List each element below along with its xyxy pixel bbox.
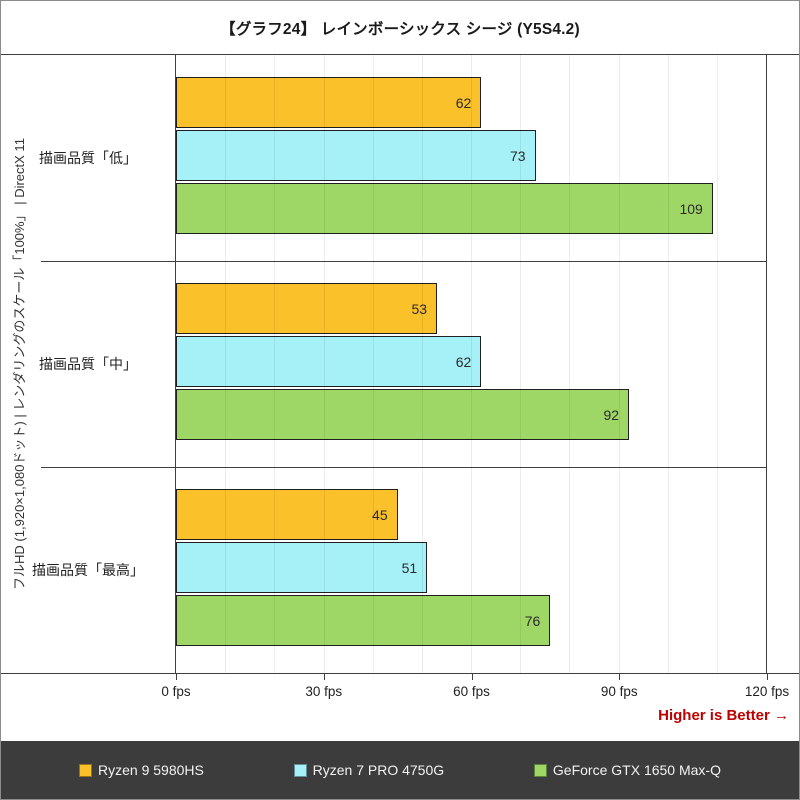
x-tick-label: 120 fps: [744, 684, 790, 699]
bar: 45: [176, 489, 398, 540]
bars-container: 53 62 92: [176, 283, 767, 440]
bars-container: 45 51 76: [176, 489, 767, 646]
legend-label: GeForce GTX 1650 Max-Q: [552, 762, 721, 778]
bar: 53: [176, 283, 438, 334]
legend-label: Ryzen 9 5980HS: [98, 762, 204, 778]
x-tick-label: 30 fps: [305, 684, 343, 699]
y-axis-line: [175, 55, 176, 673]
plot-region: 描画品質「低」 62 73 109 描画品質「中」 53 62 92 描画品質「最高」 45 51 7…: [1, 55, 799, 674]
category-label: 描画品質「最高」: [32, 562, 144, 578]
legend-label: Ryzen 7 PRO 4750G: [312, 762, 445, 778]
x-tick-label: 60 fps: [453, 684, 490, 699]
bar-group: 描画品質「最高」 45 51 76: [1, 467, 799, 673]
bar: 73: [176, 130, 536, 181]
chart-title-bar: 【グラフ24】 レインボーシックス シージ (Y5S4.2): [1, 1, 799, 55]
group-separator: [41, 261, 767, 262]
bar-value-label: 62: [455, 94, 472, 111]
bar-groups: 描画品質「低」 62 73 109 描画品質「中」 53 62 92 描画品質「最高」 45 51 7…: [1, 55, 799, 673]
bar: 109: [176, 183, 713, 234]
x-tick-label: 0 fps: [161, 684, 191, 699]
bar-value-label: 76: [524, 612, 541, 629]
legend-swatch: [293, 763, 307, 777]
group-separator: [41, 467, 767, 468]
legend-item: Ryzen 7 PRO 4750G: [293, 762, 445, 778]
bars-container: 62 73 109: [176, 77, 767, 234]
bar-group: 描画品質「中」 53 62 92: [1, 261, 799, 468]
legend-swatch: [79, 763, 92, 777]
category-label: 描画品質「中」: [39, 356, 137, 372]
bar: 76: [176, 595, 551, 646]
x-tick: [767, 674, 768, 680]
higher-is-better-note: Higher is Better →: [658, 707, 789, 724]
x-tick: [176, 674, 177, 680]
bar: 62: [176, 336, 482, 387]
chart-title: 【グラフ24】 レインボーシックス シージ (Y5S4.2): [220, 20, 580, 38]
x-tick: [323, 674, 325, 680]
legend-item: GeForce GTX 1650 Max-Q: [533, 762, 721, 778]
legend-footer: Ryzen 9 5980HS Ryzen 7 PRO 4750G GeForce G…: [1, 741, 799, 799]
bar-value-label: 62: [455, 353, 472, 370]
bar: 92: [176, 389, 630, 440]
bar: 62: [176, 77, 482, 128]
bar: 51: [176, 542, 428, 593]
legend-swatch: [533, 763, 547, 777]
legend-item: Ryzen 9 5980HS: [79, 762, 204, 778]
x-tick: [619, 674, 621, 680]
bar-group: 描画品質「低」 62 73 109: [1, 55, 799, 262]
bar-value-label: 45: [372, 506, 388, 523]
bar-value-label: 73: [509, 147, 526, 164]
x-axis: 0 fps 30 fps 60 fps 90 fps 120 fps: [161, 673, 789, 707]
bar-value-label: 109: [679, 200, 703, 217]
legend: Ryzen 9 5980HS Ryzen 7 PRO 4750G GeForce G…: [1, 762, 799, 778]
x-tick: [471, 674, 473, 680]
bar-value-label: 51: [401, 559, 418, 576]
category-label: 描画品質「低」: [39, 150, 137, 166]
bar-value-label: 53: [411, 300, 428, 317]
x-tick-label: 90 fps: [600, 684, 638, 699]
bar-value-label: 92: [603, 406, 620, 423]
